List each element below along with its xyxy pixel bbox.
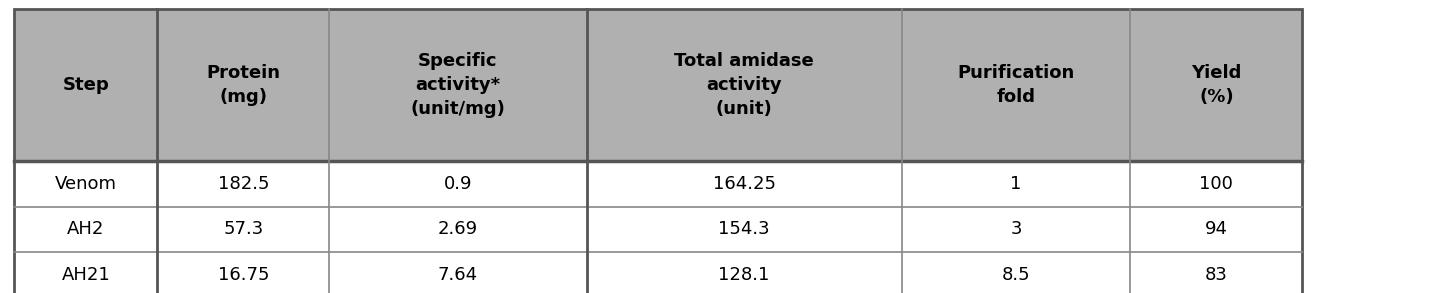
Text: 57.3: 57.3	[223, 220, 263, 238]
Text: AH2: AH2	[67, 220, 104, 238]
Text: AH21: AH21	[62, 266, 110, 284]
Text: 0.9: 0.9	[444, 175, 472, 193]
Text: 16.75: 16.75	[218, 266, 269, 284]
Bar	[14, 207, 1302, 252]
Bar	[14, 252, 1302, 293]
Text: Purification
fold: Purification fold	[957, 64, 1075, 106]
Text: 182.5: 182.5	[218, 175, 269, 193]
Text: 154.3: 154.3	[718, 220, 770, 238]
Text: 3: 3	[1010, 220, 1022, 238]
Text: Yield
(%): Yield (%)	[1191, 64, 1242, 106]
Text: 94: 94	[1205, 220, 1228, 238]
Text: 7.64: 7.64	[438, 266, 478, 284]
Text: 1: 1	[1010, 175, 1022, 193]
Text: Venom: Venom	[54, 175, 117, 193]
Bar	[14, 9, 1302, 161]
Text: 164.25: 164.25	[713, 175, 776, 193]
Text: Protein
(mg): Protein (mg)	[206, 64, 280, 106]
Text: 100: 100	[1199, 175, 1234, 193]
Text: 83: 83	[1205, 266, 1228, 284]
Text: 128.1: 128.1	[718, 266, 770, 284]
Text: 8.5: 8.5	[1002, 266, 1030, 284]
Text: 2.69: 2.69	[438, 220, 478, 238]
Bar	[14, 161, 1302, 207]
Text: Total amidase
activity
(unit): Total amidase activity (unit)	[674, 52, 814, 117]
Text: Step: Step	[63, 76, 109, 94]
Text: Specific
activity*
(unit/mg): Specific activity* (unit/mg)	[411, 52, 505, 117]
